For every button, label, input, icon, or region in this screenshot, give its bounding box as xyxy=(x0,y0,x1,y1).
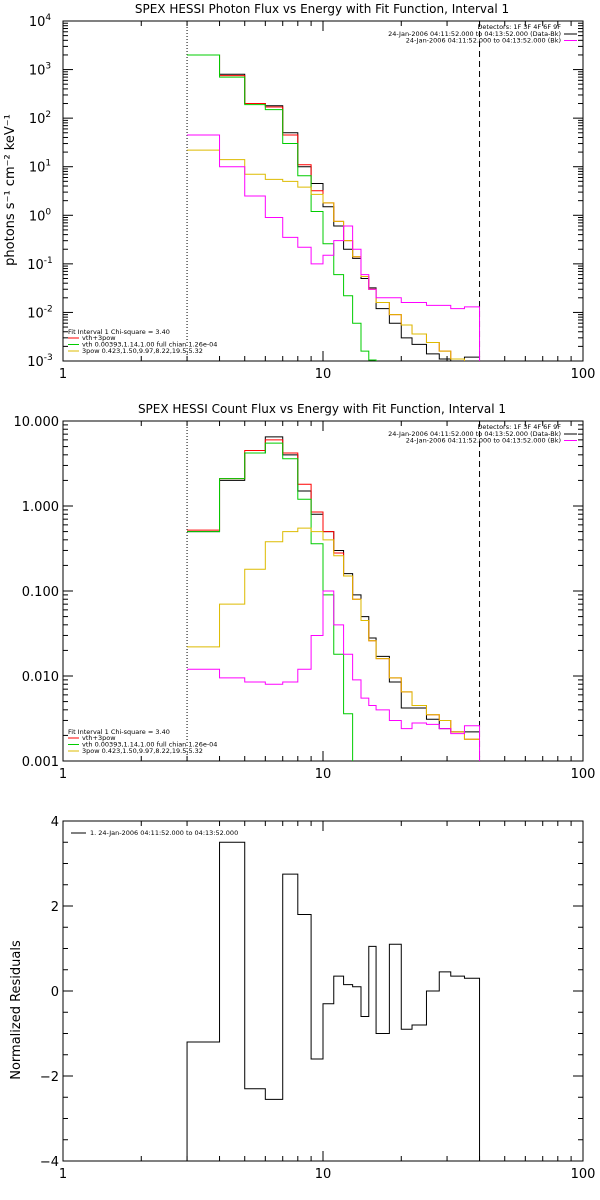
x-tick-label: 100 xyxy=(571,1167,596,1182)
residuals-chart: 1 10 100 −4 −2 0 2 4 1. 24-Jan-2006 04:11:52.000… xyxy=(40,815,596,1182)
fit-legend-entry: vth+3pow xyxy=(82,334,116,342)
series-group xyxy=(187,54,481,361)
legend-entry: 24-Jan-2006 04:11:52.000 to 04:13:52.000… xyxy=(388,430,561,438)
legend-header: Detectors: 1F 3F 4F 6F 9F xyxy=(477,423,561,431)
count-flux-chart: 1 10 100 0.001 0.010 0.100 1.000 10.000 Detector… xyxy=(14,415,596,782)
legend-entry: 24-Jan-2006 04:11:52.000 to 04:13:52.000… xyxy=(388,30,561,38)
series-1-24-jan-2006-04-11-52-000-to-04-13-52-000 xyxy=(186,841,481,1161)
y-tick-label: 104 xyxy=(29,13,52,30)
fit-legend-entry: 3pow 0.423,1.50,9.97,8.22,19.5,5.32 xyxy=(82,347,203,355)
legend-header: Detectors: 1F 3F 4F 6F 9F xyxy=(477,23,561,31)
series-group xyxy=(186,841,481,1161)
fit-legend-header: Fit Interval 1 Chi-square = 3.40 xyxy=(68,328,170,336)
x-tick-label: 10 xyxy=(315,767,332,782)
y-tick-label: 10-2 xyxy=(27,304,53,321)
y-tick-label: 103 xyxy=(29,62,51,79)
x-tick-label: 100 xyxy=(571,767,596,782)
y-tick-label: 10-1 xyxy=(27,256,53,273)
y-tick-label: 0 xyxy=(51,985,59,1000)
y-tick-label: 10.000 xyxy=(14,415,60,430)
series-vth xyxy=(187,442,354,761)
series-bk xyxy=(187,134,481,361)
y-tick-label: 101 xyxy=(29,159,51,176)
fit-legend-entry: 3pow 0.423,1.50,9.97,8.22,19.5,5.32 xyxy=(82,747,203,755)
y-tick-label: 10-3 xyxy=(27,353,53,370)
fit-legend-header: Fit Interval 1 Chi-square = 3.40 xyxy=(68,728,170,736)
x-tick-label: 10 xyxy=(315,1167,332,1182)
series-group xyxy=(187,436,481,761)
legend-entry: 24-Jan-2006 04:11:52.000 to 04:13:52.000… xyxy=(406,437,561,445)
y-tick-label: 0.100 xyxy=(22,585,59,600)
legend-entry: 24-Jan-2006 04:11:52.000 to 04:13:52.000… xyxy=(406,37,561,45)
legend-entry: 1. 24-Jan-2006 04:11:52.000 to 04:13:52.… xyxy=(90,829,238,837)
y-tick-label: −2 xyxy=(40,1070,59,1085)
fit-legend-entry: vth 0.00393,1.14,1.00 full chian 1.26e-0… xyxy=(82,341,217,349)
series-bk xyxy=(187,590,481,761)
x-tick-label: 1 xyxy=(59,1167,67,1182)
x-tick-label: 1 xyxy=(59,367,67,382)
x-tick-label: 100 xyxy=(571,367,596,382)
series-3pow xyxy=(187,527,480,740)
y-tick-label: 4 xyxy=(51,815,59,830)
fit-legend-entry: vth 0.00393,1.14,1.00 full chian 1.26e-0… xyxy=(82,741,217,749)
y-tick-label: 102 xyxy=(29,110,51,127)
y-tick-label: 1.000 xyxy=(22,500,59,515)
x-tick-label: 10 xyxy=(315,367,332,382)
y-tick-label: −4 xyxy=(40,1155,59,1170)
x-tick-label: 1 xyxy=(59,767,67,782)
photon-flux-chart: 1 10 100 10-3 10-2 10-1 100 101 102 103 104 Detecto… xyxy=(27,13,596,382)
chart-title-1: SPEX HESSI Photon Flux vs Energy with Fi… xyxy=(135,2,509,16)
y-axis-label-3: Normalized Residuals xyxy=(9,940,24,1080)
series-data-bk xyxy=(187,54,480,361)
y-tick-label: 2 xyxy=(51,900,59,915)
y-axis-label-1: photons s⁻¹ cm⁻² keV⁻¹ xyxy=(3,114,18,266)
series-vth xyxy=(187,54,377,361)
chart-title-2: SPEX HESSI Count Flux vs Energy with Fit… xyxy=(138,402,506,416)
y-tick-label: 100 xyxy=(29,207,52,224)
y-tick-label: 0.010 xyxy=(22,670,59,685)
y-tick-label: 0.001 xyxy=(22,755,59,770)
fit-legend-entry: vth+3pow xyxy=(82,734,116,742)
